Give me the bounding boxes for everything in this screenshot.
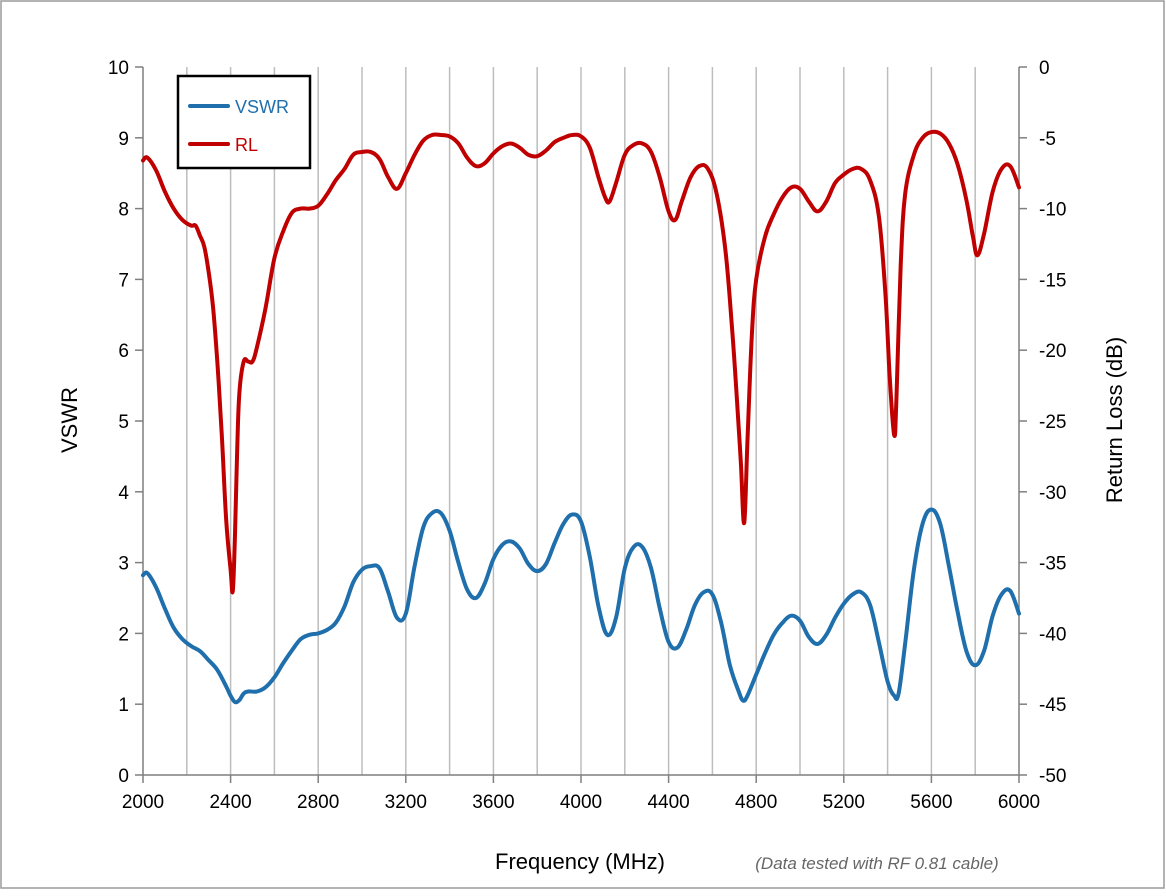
- y-tick-label: 0: [118, 766, 129, 787]
- x-tick-label: 2800: [297, 792, 339, 813]
- y-tick-label: 7: [118, 270, 129, 291]
- y2-tick-label: -20: [1039, 341, 1066, 362]
- y2-tick-label: -25: [1039, 412, 1066, 433]
- x-tick-label: 5200: [823, 792, 865, 813]
- y2-tick-label: -45: [1039, 695, 1066, 716]
- x-tick-label: 3200: [385, 792, 427, 813]
- y-tick-label: 9: [118, 129, 129, 150]
- y2-tick-label: -10: [1039, 200, 1066, 221]
- x-tick-label: 4400: [647, 792, 689, 813]
- y-tick-label: 3: [118, 554, 129, 575]
- y-tick-label: 4: [118, 483, 129, 504]
- legend-box: [176, 74, 312, 170]
- legend-label-vswr: VSWR: [235, 97, 289, 117]
- y-tick-label: 2: [118, 624, 129, 645]
- y2-tick-label: -30: [1039, 483, 1066, 504]
- y-tick-label: 6: [118, 341, 129, 362]
- y2-tick-label: -35: [1039, 554, 1066, 575]
- x-tick-label: 5600: [910, 792, 952, 813]
- x-tick-label: 6000: [998, 792, 1040, 813]
- y-tick-label: 1: [118, 695, 129, 716]
- y-tick-label: 8: [118, 200, 129, 221]
- x-axis-title: Frequency (MHz): [495, 849, 665, 874]
- rl-series-line: [141, 129, 1021, 595]
- x-tick-label: 2000: [122, 792, 164, 813]
- vswr-series-line: [141, 507, 1021, 705]
- y-tick-label: 10: [108, 58, 129, 79]
- y2-tick-label: -50: [1039, 766, 1066, 787]
- y2-tick-label: -15: [1039, 270, 1066, 291]
- y2-tick-label: -5: [1039, 129, 1056, 150]
- axes-layer: 0 1 2 3 4 5 6 7 8 9 10 0 -5 -10 -15 -20 -25 -30 -35 -40 -45 -…: [108, 58, 1067, 813]
- grid-layer: [186, 67, 976, 775]
- data-note: (Data tested with RF 0.81 cable): [755, 854, 998, 873]
- y2-tick-label: -40: [1039, 624, 1066, 645]
- series-layer: [141, 129, 1021, 705]
- labels-layer: VSWR Return Loss (dB) Frequency (MHz) (D…: [57, 337, 1127, 874]
- y-axis-title: VSWR: [57, 387, 82, 453]
- chart-legend: VSWR RL: [176, 74, 312, 170]
- x-tick-label: 2400: [209, 792, 251, 813]
- x-tick-label: 3600: [472, 792, 514, 813]
- x-tick-label: 4800: [735, 792, 777, 813]
- y-tick-label: 5: [118, 412, 129, 433]
- y2-axis-title: Return Loss (dB): [1102, 337, 1127, 503]
- legend-label-rl: RL: [235, 135, 258, 155]
- y2-tick-label: 0: [1039, 58, 1050, 79]
- x-tick-label: 4000: [560, 792, 602, 813]
